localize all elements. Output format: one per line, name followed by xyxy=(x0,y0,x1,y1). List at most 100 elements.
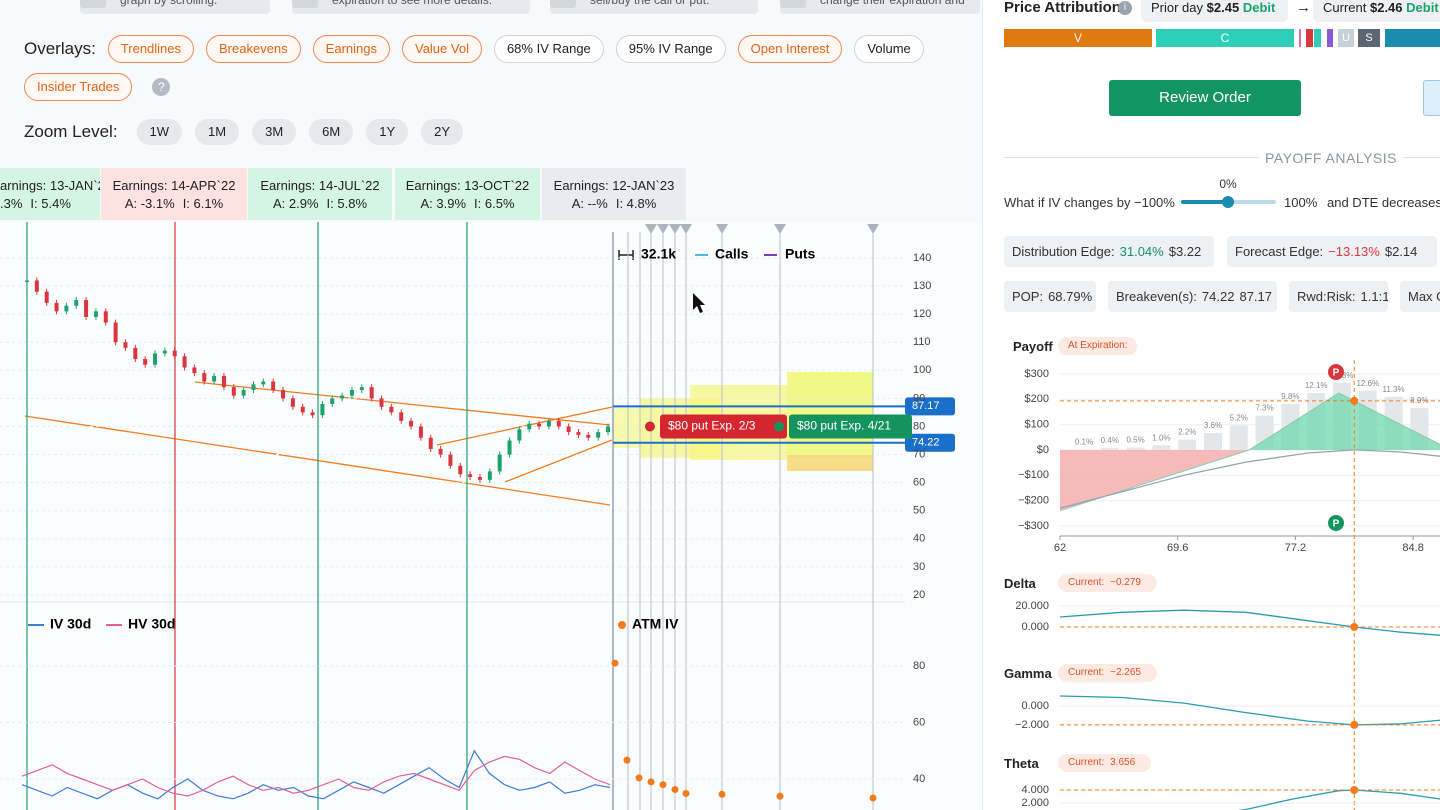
stat-extra: $3.22 xyxy=(1168,244,1202,259)
candle xyxy=(162,350,167,354)
expiration-marker[interactable] xyxy=(680,224,692,234)
candle xyxy=(25,280,29,282)
candle xyxy=(487,471,492,480)
candle xyxy=(546,420,551,427)
implied-move: I: 6.1% xyxy=(182,196,224,211)
iv-change-value: 0% xyxy=(1219,177,1237,191)
attribution-segment xyxy=(1299,29,1301,47)
stat-value: 74.22 xyxy=(1201,289,1235,304)
expiration-marker[interactable] xyxy=(867,224,879,234)
tip: graph by scrolling. xyxy=(80,0,270,14)
probability-label: 9.8% xyxy=(1281,392,1299,401)
candle xyxy=(458,465,463,475)
zoom-button[interactable]: 1W xyxy=(136,119,183,145)
breakeven-label: 87.17 xyxy=(912,400,940,412)
implied-move: I: 5.8% xyxy=(326,196,367,211)
y-tick-label: $0 xyxy=(1037,444,1049,456)
stat-extra: 87.17 xyxy=(1239,289,1273,304)
implied-move: I: 5.4% xyxy=(30,196,71,211)
greek-line xyxy=(1060,609,1440,636)
current-point xyxy=(1350,786,1359,795)
share-button[interactable] xyxy=(1423,80,1440,116)
probability-label: 12.1% xyxy=(1305,381,1328,390)
y-tick-label: 60 xyxy=(913,716,925,728)
iv-line xyxy=(21,755,611,797)
y-tick-label: 20 xyxy=(913,589,925,601)
whatif-min: −100% xyxy=(1134,195,1175,210)
zoom-button[interactable]: 2Y xyxy=(421,119,464,145)
y-tick-label: 0.000 xyxy=(1021,621,1049,633)
earnings-date: Earnings: 13-OCT`22 xyxy=(405,178,530,193)
overlay-toggle[interactable]: Earnings xyxy=(312,35,390,63)
current-label: Current xyxy=(1323,0,1367,15)
expiration-marker[interactable] xyxy=(716,224,728,234)
overlay-toggle[interactable]: Value Vol xyxy=(401,35,482,63)
stat-label: Forecast Edge: xyxy=(1235,244,1324,259)
overlay-toggle[interactable]: Trendlines xyxy=(107,35,195,63)
tip: sell/buy the call or put. xyxy=(550,0,758,14)
candle xyxy=(93,311,98,317)
zoom-button[interactable]: 1M xyxy=(195,119,240,145)
stat-label: Rwd:Risk: xyxy=(1297,289,1356,304)
position-pill[interactable] xyxy=(660,414,787,439)
attribution-segment: C xyxy=(1156,29,1294,47)
candle xyxy=(202,373,207,382)
overlay-toggle[interactable]: Breakevens xyxy=(206,35,301,63)
overlay-toggle[interactable]: Volume xyxy=(854,35,924,63)
expiration-marker[interactable] xyxy=(669,224,681,234)
probability-label: 0.1% xyxy=(1075,438,1093,447)
zoom-button[interactable]: 6M xyxy=(309,119,354,145)
actual-move: A: 3.9% xyxy=(420,196,467,211)
greek-line xyxy=(1060,695,1440,726)
position-dot xyxy=(645,421,655,432)
legend-label: HV 30d xyxy=(128,616,175,632)
stat-value: −13.13% xyxy=(1328,244,1380,259)
y-tick-label: −2.000 xyxy=(1015,719,1049,731)
probability-label: 3.6% xyxy=(1204,421,1222,430)
candle xyxy=(261,381,266,385)
y-tick-label: −$200 xyxy=(1018,494,1049,506)
candle xyxy=(566,426,571,433)
attribution-segment: V xyxy=(1004,29,1152,47)
info-icon[interactable]: i xyxy=(1118,1,1132,15)
candle xyxy=(330,398,335,405)
y-tick-label: 130 xyxy=(913,280,931,292)
expiration-marker[interactable] xyxy=(645,224,657,234)
slider-knob[interactable] xyxy=(1222,196,1234,208)
earnings-moves: .3% I: 5.4% xyxy=(0,196,100,214)
y-tick-label: $100 xyxy=(1025,419,1049,431)
stat-card: Breakeven(s): 74.22 87.17 xyxy=(1108,281,1277,312)
candle xyxy=(103,311,108,323)
breakeven-tag xyxy=(905,397,955,416)
candle xyxy=(241,389,246,396)
candle xyxy=(290,398,295,407)
earnings-date: Earnings: 14-JUL`22 xyxy=(260,178,380,193)
probability-label: 0.4% xyxy=(1101,436,1119,445)
earnings-date: Earnings: 12-JAN`23 xyxy=(553,178,675,193)
current-label: Current: xyxy=(1068,757,1105,768)
position-label: $80 put Exp. 2/3 xyxy=(668,419,756,433)
zoom-button[interactable]: 1Y xyxy=(366,119,409,145)
zoom-button[interactable]: 3M xyxy=(252,119,297,145)
position-pill[interactable] xyxy=(789,414,912,439)
expiration-marker[interactable] xyxy=(774,224,786,234)
expiration-line xyxy=(1059,392,1440,512)
candle xyxy=(497,454,502,472)
candle xyxy=(54,302,59,312)
overlay-toggle[interactable]: 95% IV Range xyxy=(615,35,726,63)
candle xyxy=(251,384,256,390)
position-label: $80 put Exp. 4/21 xyxy=(797,419,891,433)
probability-bar xyxy=(1100,448,1119,450)
overlay-toggle[interactable]: Open Interest xyxy=(737,35,843,63)
greek-line xyxy=(1237,789,1440,810)
review-order-button[interactable]: Review Order xyxy=(1109,80,1301,116)
atm-iv-point xyxy=(659,781,667,789)
overlay-toggle[interactable]: Insider Trades xyxy=(24,73,133,101)
y-tick-label: 80 xyxy=(913,660,925,672)
expiration-marker[interactable] xyxy=(657,224,669,234)
stat-label: Distribution Edge: xyxy=(1012,244,1115,259)
overlay-toggle[interactable]: 68% IV Range xyxy=(493,35,604,63)
help-icon[interactable]: ? xyxy=(152,78,171,96)
probability-label: 0.5% xyxy=(1126,436,1144,445)
y-tick-label: 40 xyxy=(913,533,925,545)
